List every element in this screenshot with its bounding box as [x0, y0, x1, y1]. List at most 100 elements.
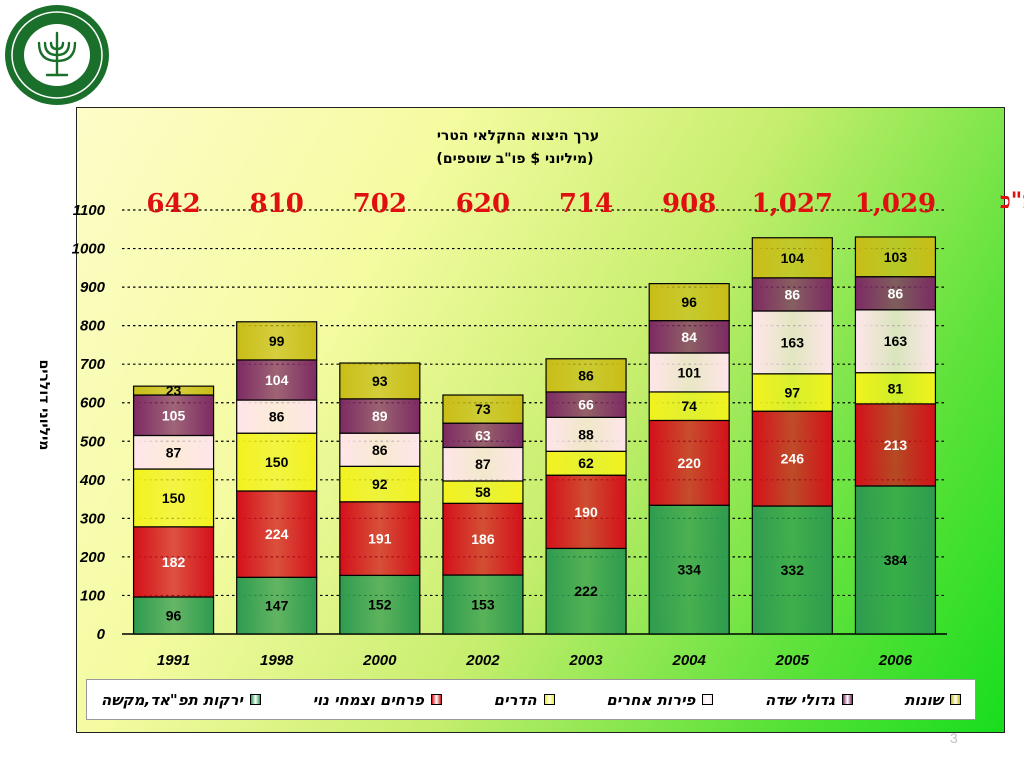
data-label: 163	[781, 334, 805, 350]
bar-segment	[236, 399, 318, 434]
data-label: 92	[372, 476, 388, 492]
data-label: 97	[785, 385, 801, 401]
data-label: 246	[781, 451, 805, 467]
bar-segment	[545, 391, 627, 418]
bar-segment	[442, 446, 524, 482]
bar-segment	[751, 237, 833, 279]
data-label: 103	[884, 249, 908, 265]
total-label: 1,027	[752, 189, 833, 219]
totals-label: סה"כ	[1000, 188, 1024, 214]
bar-segment	[132, 526, 215, 598]
bar-segment	[648, 419, 730, 506]
bar-segment	[236, 432, 318, 492]
chart-subtitle: (מיליוני $ פו"ב שוטפים)	[436, 151, 593, 167]
total-label: 908	[662, 189, 716, 219]
chart-panel	[76, 107, 1005, 733]
data-label: 150	[265, 454, 289, 470]
total-label: 702	[353, 189, 407, 219]
data-label: 99	[269, 333, 285, 349]
bar-segment	[545, 416, 627, 452]
legend-label: הדרים	[493, 690, 537, 709]
data-label: 87	[166, 444, 182, 460]
bar-segment	[339, 574, 421, 635]
bar-segment	[442, 394, 524, 424]
bar-segment	[751, 410, 833, 507]
bar-segment	[339, 398, 421, 434]
x-tick-label: 2002	[465, 652, 500, 669]
data-label: 23	[166, 383, 182, 399]
bar-segment	[854, 309, 937, 374]
bar-segment	[236, 490, 318, 578]
data-label: 96	[681, 294, 697, 310]
bar-segment	[648, 320, 730, 354]
data-label: 163	[884, 333, 908, 349]
data-label: 89	[372, 408, 388, 424]
total-label: 714	[559, 189, 613, 219]
x-tick-label: 2005	[775, 652, 810, 669]
bar-segment	[854, 485, 937, 635]
legend-swatch	[950, 694, 961, 705]
bar-segment	[545, 358, 627, 393]
ministry-logo	[5, 5, 109, 105]
legend-swatch	[430, 694, 442, 705]
data-label: 86	[372, 442, 388, 458]
x-tick-label: 1991	[157, 652, 190, 669]
bar-segment	[339, 465, 421, 503]
y-axis-label: מיליוני דולרים	[36, 360, 52, 451]
y-tick-label: 300	[80, 510, 106, 527]
y-tick-label: 100	[80, 587, 106, 604]
data-label: 86	[578, 367, 594, 383]
x-tick-label: 2004	[672, 652, 707, 669]
y-tick-label: 900	[80, 279, 106, 296]
data-label: 58	[475, 484, 491, 500]
data-label: 63	[475, 427, 491, 443]
bar-segment	[339, 362, 421, 400]
data-label: 84	[681, 329, 697, 345]
data-label: 81	[888, 380, 904, 396]
bar-segment	[132, 434, 215, 470]
total-label: 1,029	[855, 189, 936, 219]
legend-item: הדרים	[494, 691, 555, 709]
data-label: 74	[681, 398, 697, 414]
bar-segment	[236, 576, 318, 635]
x-tick-label: 2000	[362, 652, 397, 669]
data-label: 93	[372, 373, 388, 389]
bar-segment	[545, 474, 627, 550]
y-tick-label: 500	[80, 433, 106, 450]
data-label: 334	[678, 562, 702, 578]
bar-segment	[854, 372, 937, 405]
data-label: 104	[781, 250, 805, 266]
data-label: 213	[884, 437, 908, 453]
legend-item: שונות	[904, 691, 961, 709]
bar-segment	[132, 385, 215, 396]
data-label: 96	[166, 607, 182, 623]
data-label: 153	[471, 597, 495, 613]
legend-label: פירות אחרים	[606, 690, 696, 709]
legend-swatch	[249, 694, 261, 705]
bar-segment	[648, 283, 730, 322]
y-tick-label: 0	[97, 626, 106, 643]
y-tick-label: 800	[80, 318, 106, 335]
data-label: 220	[678, 455, 702, 471]
bar-segment	[236, 359, 318, 401]
total-label: 810	[250, 189, 304, 219]
legend-item: גדולי שדה	[765, 691, 853, 709]
total-label: 620	[456, 189, 510, 219]
data-label: 222	[574, 583, 598, 599]
legend-label: פרחים וצמחי נוי	[312, 690, 424, 709]
x-tick-label: 2006	[878, 652, 913, 669]
y-tick-label: 1100	[73, 202, 106, 219]
bar-segment	[132, 468, 215, 528]
data-label: 104	[265, 372, 289, 388]
bar-segment	[236, 321, 318, 361]
data-label: 105	[162, 407, 186, 423]
y-tick-label: 600	[80, 395, 106, 412]
bar-segment	[854, 236, 937, 278]
legend-label: גדולי שדה	[765, 690, 835, 709]
bar-segment	[132, 596, 215, 635]
bar-segment	[751, 310, 833, 375]
data-label: 332	[781, 562, 805, 578]
bar-segment	[442, 574, 524, 635]
y-tick-label: 700	[80, 356, 106, 373]
data-label: 86	[269, 409, 285, 425]
